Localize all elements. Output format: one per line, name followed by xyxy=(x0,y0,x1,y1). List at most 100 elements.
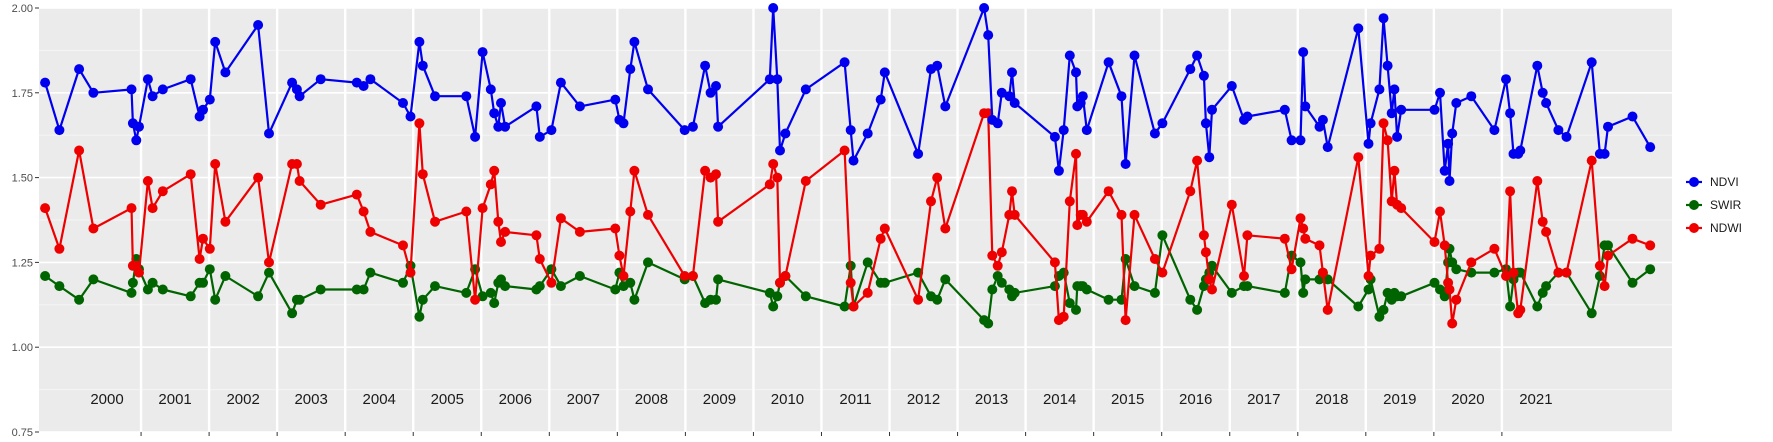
data-point-ndwi xyxy=(775,277,785,288)
data-point-swir xyxy=(157,284,168,295)
data-point-ndwi xyxy=(1242,230,1253,241)
data-point-swir xyxy=(198,277,208,288)
data-point-ndvi xyxy=(485,84,496,95)
data-point-ndwi xyxy=(1298,223,1309,234)
data-point-ndvi xyxy=(489,108,500,119)
data-point-swir xyxy=(1378,304,1389,315)
year-label: 2000 xyxy=(90,391,123,408)
data-point-ndvi xyxy=(470,131,481,142)
data-point-ndwi xyxy=(1157,267,1168,278)
data-point-ndvi xyxy=(358,81,369,91)
data-point-ndvi xyxy=(618,118,629,129)
data-point-ndwi xyxy=(531,230,542,241)
data-point-ndwi xyxy=(1553,267,1564,278)
data-point-ndvi xyxy=(574,101,585,112)
legend-key-point xyxy=(1689,223,1699,233)
data-point-swir xyxy=(1149,287,1160,298)
data-point-ndvi xyxy=(1603,121,1613,132)
data-point-ndwi xyxy=(220,216,231,227)
data-point-ndvi xyxy=(1363,138,1374,149)
data-point-ndwi xyxy=(629,165,640,176)
data-point-swir xyxy=(1489,267,1500,278)
data-point-ndvi xyxy=(142,74,153,85)
data-point-swir xyxy=(485,287,496,298)
data-point-ndwi xyxy=(1374,243,1385,254)
data-point-ndwi xyxy=(1322,304,1333,315)
data-point-ndwi xyxy=(1120,315,1131,326)
y-tick-label: 1.25 xyxy=(12,257,33,269)
data-point-ndwi xyxy=(315,199,326,210)
data-point-ndwi xyxy=(687,271,698,281)
data-point-swir xyxy=(1226,287,1237,298)
data-point-ndvi xyxy=(126,84,137,95)
year-label: 2010 xyxy=(771,391,804,408)
data-point-swir xyxy=(414,311,425,322)
data-point-swir xyxy=(1279,287,1290,298)
data-point-ndwi xyxy=(1363,271,1374,281)
data-point-ndvi xyxy=(1505,108,1516,119)
data-point-ndvi xyxy=(845,125,856,136)
data-point-ndwi xyxy=(1129,209,1140,220)
data-point-swir xyxy=(126,287,137,298)
data-point-swir xyxy=(1242,281,1253,292)
data-point-ndvi xyxy=(1149,128,1160,139)
data-point-ndwi xyxy=(1541,226,1552,237)
data-point-swir xyxy=(210,294,221,305)
data-point-ndwi xyxy=(1447,318,1458,329)
data-point-ndvi xyxy=(1466,91,1477,102)
data-point-ndvi xyxy=(1489,125,1500,136)
data-point-ndwi xyxy=(555,213,566,224)
data-point-ndwi xyxy=(711,169,721,180)
legend-label: NDVI xyxy=(1710,175,1739,189)
year-label: 2020 xyxy=(1451,391,1484,408)
year-label: 2016 xyxy=(1179,391,1212,408)
data-point-swir xyxy=(1429,277,1440,288)
data-point-swir xyxy=(74,294,85,305)
data-point-ndwi xyxy=(351,189,362,200)
data-point-ndwi xyxy=(500,226,511,237)
y-tick-label: 0.75 xyxy=(12,427,33,439)
data-point-ndwi xyxy=(134,267,144,278)
data-point-ndvi xyxy=(979,3,990,13)
data-point-ndwi xyxy=(157,186,168,197)
data-point-ndvi xyxy=(839,57,850,68)
data-point-ndwi xyxy=(470,294,481,305)
data-point-ndwi xyxy=(1627,233,1638,244)
data-point-ndvi xyxy=(220,67,231,78)
year-label: 2003 xyxy=(294,391,327,408)
data-point-ndvi xyxy=(625,64,636,75)
data-point-ndwi xyxy=(1071,148,1081,159)
data-point-ndvi xyxy=(555,77,566,88)
data-point-ndvi xyxy=(531,101,542,112)
data-point-swir xyxy=(764,287,775,298)
data-point-ndvi xyxy=(932,60,943,71)
data-point-ndwi xyxy=(54,243,65,254)
data-point-ndvi xyxy=(534,131,545,142)
grid xyxy=(39,7,1672,433)
data-point-ndvi xyxy=(1116,91,1127,102)
data-point-ndvi xyxy=(157,84,168,95)
data-point-ndwi xyxy=(1239,271,1249,281)
data-point-ndwi xyxy=(147,203,158,214)
data-point-swir xyxy=(220,271,231,281)
data-point-ndwi xyxy=(1508,267,1519,278)
data-point-ndvi xyxy=(1192,50,1203,61)
data-point-ndwi xyxy=(1081,216,1092,227)
data-point-ndvi xyxy=(264,128,274,139)
data-point-ndwi xyxy=(764,179,775,190)
data-point-swir xyxy=(1129,281,1140,292)
data-point-ndvi xyxy=(210,36,221,47)
data-point-ndwi xyxy=(610,223,621,234)
data-point-ndvi xyxy=(1300,101,1311,112)
data-point-swir xyxy=(127,277,138,288)
data-point-ndvi xyxy=(1286,135,1297,146)
data-point-ndvi xyxy=(848,155,859,166)
year-label: 2021 xyxy=(1519,391,1552,408)
legend-label: NDWI xyxy=(1710,221,1742,235)
data-point-ndwi xyxy=(1451,294,1462,305)
data-point-ndwi xyxy=(493,216,504,227)
data-point-ndwi xyxy=(768,159,779,169)
year-label: 2006 xyxy=(499,391,532,408)
data-point-swir xyxy=(430,281,440,292)
